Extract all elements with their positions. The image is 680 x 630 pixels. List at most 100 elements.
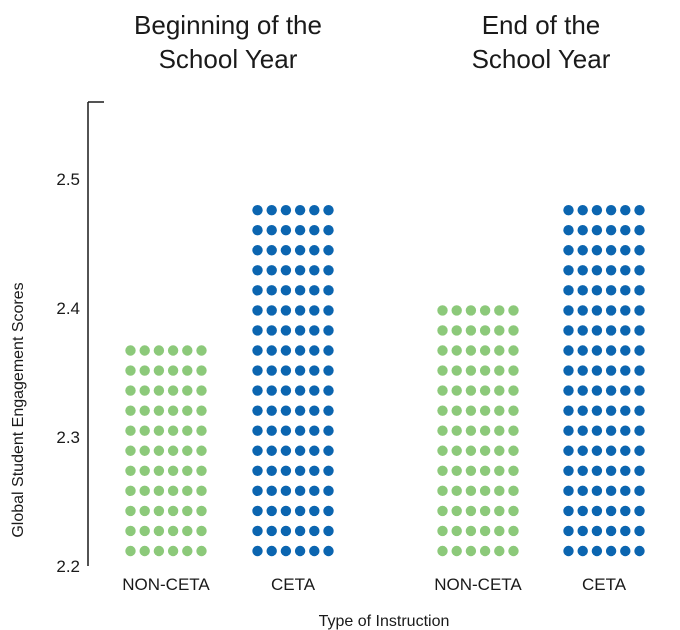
panel-title-beginning-line2: School Year [159, 44, 298, 74]
bar-dot [196, 465, 207, 476]
bar-dot [479, 405, 491, 416]
bar-dot [634, 325, 645, 336]
bar-dot [494, 405, 505, 416]
bar-dot [182, 505, 193, 517]
bar-dot [280, 425, 292, 436]
bar-dot [451, 485, 462, 497]
bar-dot [577, 265, 588, 276]
bar-dot [153, 465, 165, 476]
bar-dot [266, 345, 277, 356]
bar-dot [508, 345, 519, 356]
bar-dot [309, 365, 320, 376]
bar-dot [634, 225, 645, 236]
bar-dot [323, 485, 334, 497]
bar-dot [605, 405, 617, 416]
bar-dot [309, 465, 320, 476]
bar-dot [620, 204, 631, 216]
bar-dot [577, 425, 588, 436]
bar-dot [266, 405, 277, 416]
bar-dot [620, 285, 631, 296]
bar-dot [620, 385, 631, 396]
bar-dot [294, 285, 306, 296]
panel-title-end-line1: End of the [482, 10, 601, 40]
bar-dot [309, 385, 320, 396]
bar-dot [494, 325, 505, 336]
bar-dot [634, 525, 645, 537]
bar-dot [605, 325, 617, 336]
bar-dot [294, 505, 306, 517]
bar-dot [323, 245, 334, 256]
bar-dot [125, 345, 136, 356]
bar-dot [196, 405, 207, 416]
bar-dot [605, 465, 617, 476]
bar-dot [252, 325, 263, 336]
bar-dot [591, 285, 603, 296]
bar-dot [280, 225, 292, 236]
bar-dot [591, 485, 603, 497]
bar-dot [139, 545, 150, 557]
bar-dot [620, 425, 631, 436]
bar-dot [563, 505, 574, 517]
bar-dot [451, 345, 462, 356]
bar-dot [309, 245, 320, 256]
bar-dot [125, 445, 136, 456]
bar-dot [591, 305, 603, 316]
bar-dot [167, 385, 179, 396]
bar-dot [563, 365, 574, 376]
bar-dot [196, 365, 207, 376]
bar-dot [563, 245, 574, 256]
bar-dot [266, 325, 277, 336]
bar-dot [252, 225, 263, 236]
bar-dot [508, 485, 519, 497]
bar-dot [309, 325, 320, 336]
bar-dot [508, 385, 519, 396]
bar-dot [634, 365, 645, 376]
bar-dot [182, 445, 193, 456]
bar-dot [280, 245, 292, 256]
bar-dot [591, 245, 603, 256]
bar-dot [294, 465, 306, 476]
bar-dot [465, 325, 477, 336]
bar-dot [451, 365, 462, 376]
bar-dot [605, 425, 617, 436]
bar-dot [591, 525, 603, 537]
bar-dot [605, 385, 617, 396]
bar-dot [309, 545, 320, 557]
bar-dot [309, 285, 320, 296]
bar-dot [605, 245, 617, 256]
bar-dot [252, 525, 263, 537]
bar-dot [479, 325, 491, 336]
bar-dot [563, 345, 574, 356]
bar-dot [167, 525, 179, 537]
bar-dot [280, 345, 292, 356]
bar-dot [563, 545, 574, 557]
bar-dot [577, 225, 588, 236]
bar-dot [153, 545, 165, 557]
bar-dot [577, 285, 588, 296]
bar-dot [451, 545, 462, 557]
bar-dot [577, 405, 588, 416]
bar-dot [465, 525, 477, 537]
bar-dot [266, 285, 277, 296]
bar-dot [563, 445, 574, 456]
x-category-label: NON-CETA [434, 575, 522, 594]
bar-dot [309, 525, 320, 537]
bar-dot [437, 445, 448, 456]
bar-dot [196, 525, 207, 537]
bar-dot [294, 245, 306, 256]
bar-dot [252, 265, 263, 276]
bar-dot [153, 425, 165, 436]
bar-dot [252, 485, 263, 497]
bar-dot [323, 405, 334, 416]
bar-dot [252, 285, 263, 296]
bar-dot [125, 545, 136, 557]
bar-dot [465, 425, 477, 436]
bar-dot [167, 445, 179, 456]
bar-dot [323, 265, 334, 276]
bar-dot [577, 485, 588, 497]
bar-dot [605, 505, 617, 517]
bar-dot [266, 385, 277, 396]
bar-dot [323, 445, 334, 456]
bar-dot [196, 445, 207, 456]
bar-dot [309, 505, 320, 517]
